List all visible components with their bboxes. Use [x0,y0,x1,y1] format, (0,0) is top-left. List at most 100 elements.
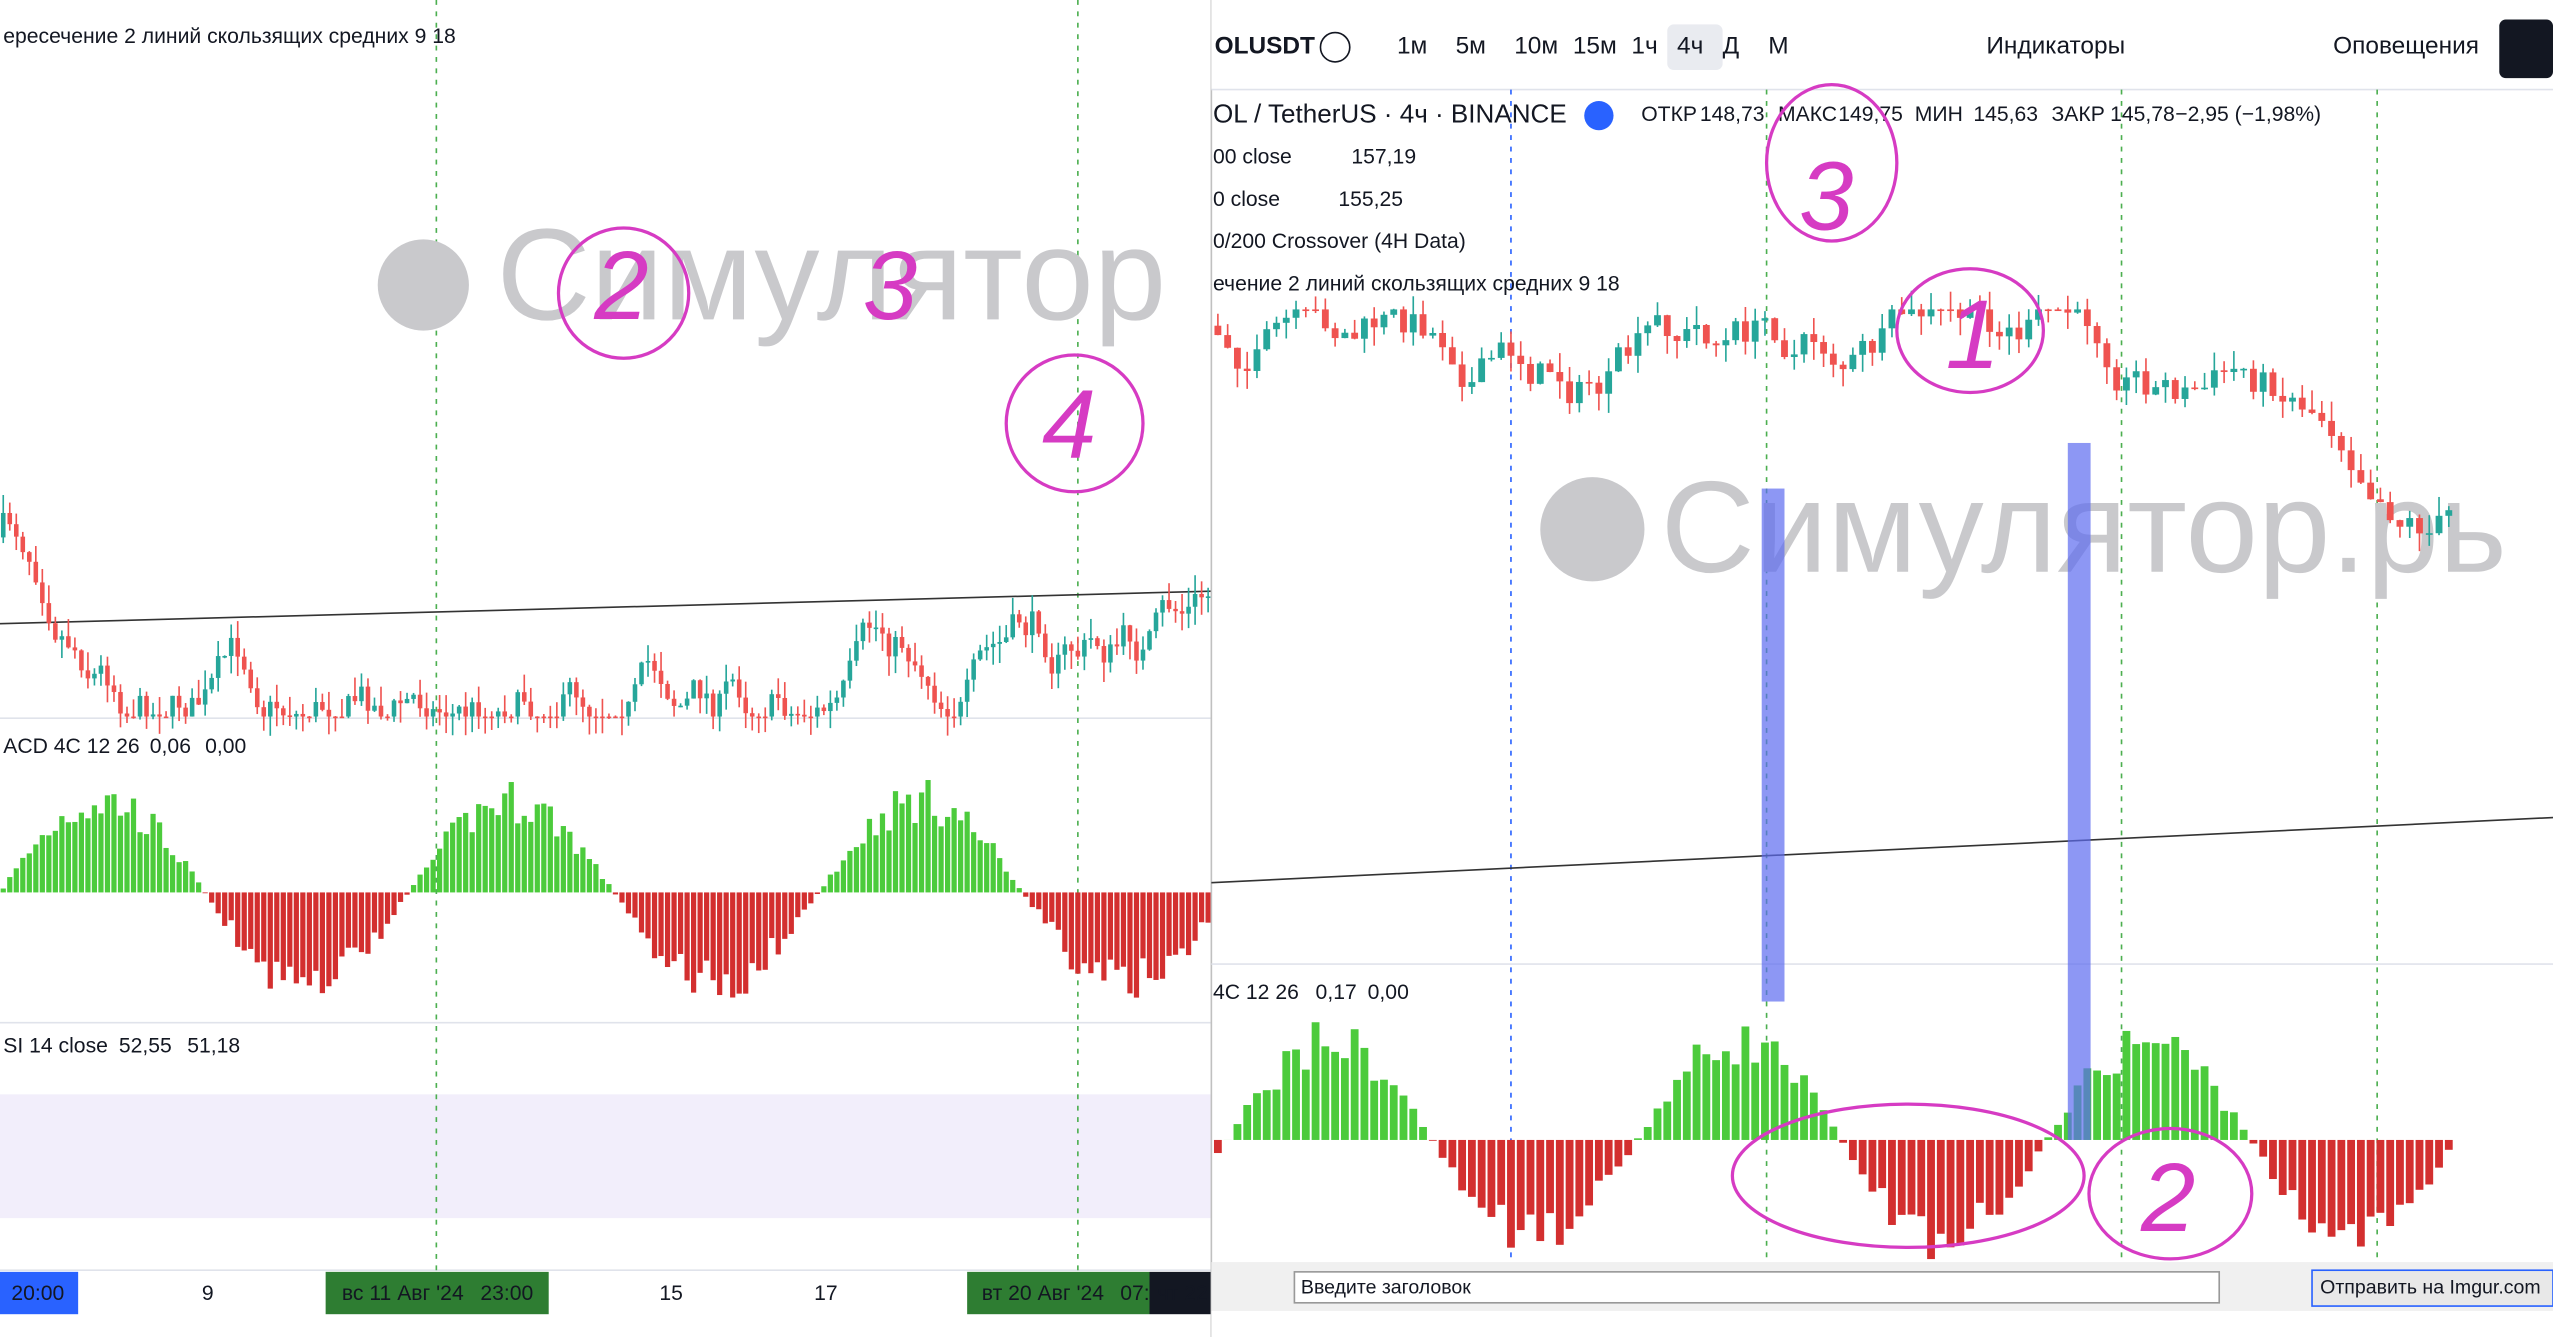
hist-bar [1985,1139,1994,1215]
candle [1069,644,1074,651]
hist-bar [404,892,410,895]
macd-val: 0,06 [150,735,191,758]
timeframe[interactable]: 4ч [1677,33,1703,60]
candle [1173,608,1178,612]
hist-bar [130,798,137,893]
candle [574,682,579,698]
candle [456,706,462,714]
hist-bar [1068,892,1074,970]
hist-bar [554,836,560,893]
trend-line [0,590,1212,625]
collapse-button[interactable] [2499,19,2553,79]
hist-bar [384,892,391,924]
hist-bar [697,892,703,973]
candle [1095,638,1100,647]
drawing [556,226,691,360]
timeframe[interactable]: М [1768,33,1788,60]
candle [1527,363,1534,384]
time-label: вс 11 Авг '24 [342,1282,464,1305]
hist-bar [573,853,579,893]
timeframe[interactable]: 15м [1573,33,1617,60]
candle [502,711,508,717]
hist-bar [2229,1112,2238,1140]
hist-bar [723,892,729,975]
hist-bar [606,884,612,893]
timeframe[interactable]: Д [1723,33,1740,60]
candle [1693,324,1700,330]
hist-bar [248,892,254,949]
candle [2308,409,2316,413]
drawing [1764,83,1899,243]
hist-bar [671,892,677,962]
candle [2435,515,2443,534]
hist-bar [1585,1139,1594,1206]
hist-bar [899,803,905,893]
alerts-button[interactable]: Оповещения [2333,33,2479,60]
hist-bar [691,892,697,993]
hist-bar [593,864,599,893]
indicator-label: ересечение 2 линий скользящих средних 9 … [3,25,456,48]
hist-bar [632,892,638,918]
candle [971,659,976,680]
candle [1147,631,1152,650]
timeframe[interactable]: 1ч [1631,33,1657,60]
hist-bar [2444,1139,2453,1150]
title-input[interactable] [1293,1271,2221,1304]
annotation: 2 [593,231,648,340]
add-button[interactable] [1319,31,1351,63]
hist-bar [586,859,593,893]
candle [1419,314,1427,336]
candle [1556,372,1564,382]
hist-bar [905,794,912,893]
hist-bar [1075,892,1081,974]
hist-bar [1292,1049,1300,1140]
hist-bar [795,892,801,918]
candle [775,694,781,698]
candle [554,716,560,719]
hist-bar [2044,1137,2053,1140]
hist-bar [599,879,606,893]
candle [1595,382,1603,394]
hist-bar [1741,1026,1750,1140]
rsi-val: 51,18 [187,1035,240,1058]
candle [72,647,78,651]
hist-bar [476,804,482,893]
candle [85,670,91,679]
candle [2220,370,2228,373]
candle [144,695,149,717]
indicators-button[interactable]: Индикаторы [1986,33,2125,60]
timeframe[interactable]: 1м [1397,33,1427,60]
candle [437,709,442,713]
hist-bar [20,857,26,893]
symbol[interactable]: OLUSDT [1215,33,1315,60]
hist-bar [1140,892,1146,959]
hist-bar [1975,1139,1984,1203]
annotation: 2 [2140,1143,2195,1252]
candle [710,693,716,717]
candle [482,716,488,719]
candle [1273,322,1280,330]
footer [1211,1310,2553,1337]
timeframe[interactable]: 10м [1514,33,1558,60]
candle [1409,314,1417,333]
hist-bar [1179,892,1185,949]
hist-bar [710,892,716,981]
candle [215,656,221,678]
hist-bar [2435,1139,2443,1168]
candle [1400,309,1407,333]
candle [1712,343,1720,346]
hist-bar [1673,1079,1681,1140]
timeframe[interactable]: 5м [1456,33,1486,60]
hist-bar [1282,1051,1291,1140]
candle [782,697,788,716]
hist-bar [176,862,182,893]
hist-bar [567,831,573,893]
candle [176,695,182,708]
candle [1839,364,1847,370]
hist-bar [1634,1138,1642,1140]
upload-button[interactable] [2311,1269,2553,1307]
candle [1546,363,1554,373]
candle [743,697,748,714]
hist-bar [371,892,378,933]
